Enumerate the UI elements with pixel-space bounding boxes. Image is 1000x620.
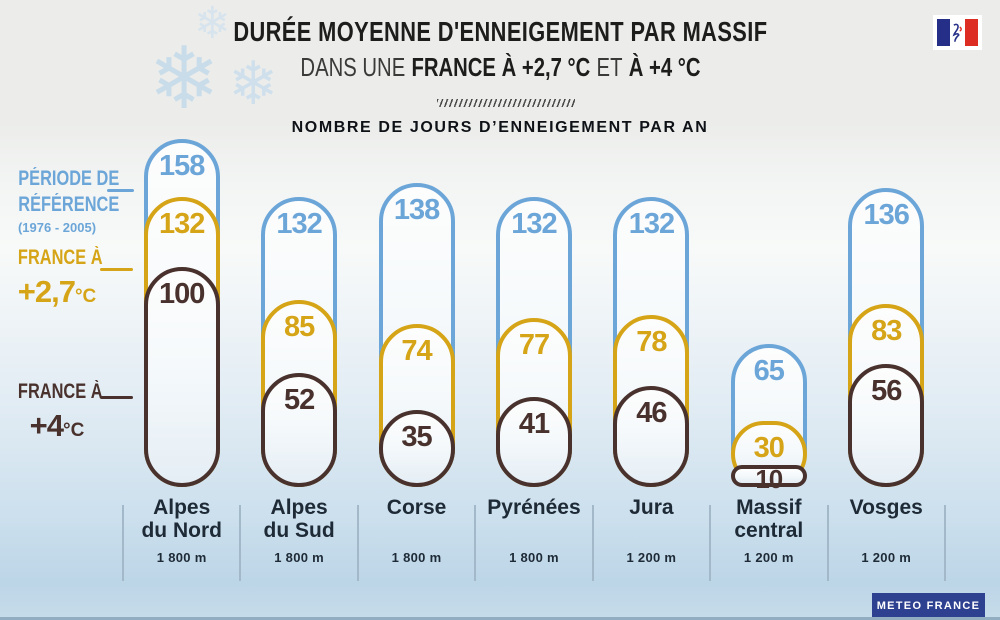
snowflake-icon: ❄ (228, 49, 279, 119)
page-title-line2: DANS UNE FRANCE À +2,7 °C ET À +4 °C (0, 52, 1000, 83)
massif-elevation: 1 200 m (861, 550, 912, 565)
massif-column: 136 83 56 Vosges 1 200 m (826, 140, 945, 600)
header: DURÉE MOYENNE D'ENNEIGEMENT PAR MASSIF D… (0, 16, 1000, 83)
title-bold-text: À +4 °C (628, 52, 701, 82)
massif-name: Alpes du Nord (141, 496, 222, 542)
meteo-france-logo: METEO FRANCE (872, 593, 985, 618)
bar-group: 158 132 100 (123, 139, 240, 487)
legend-plus4-value: +4 (29, 408, 64, 443)
legend-plus27: FRANCE À +2,7°C (6, 245, 108, 310)
legend-pointer-plus4 (100, 396, 133, 399)
snowflake-icon: ❄ (194, 0, 231, 49)
column-divider (591, 505, 594, 581)
bar-value: 30 (753, 432, 785, 464)
hatched-divider (437, 99, 575, 107)
massif-column: 138 74 35 Corse 1 800 m (356, 140, 475, 600)
bar-value: 46 (636, 397, 667, 429)
legend-reference-label: PÉRIODE DE (18, 167, 120, 190)
bar-plus4c: 100 (143, 267, 220, 487)
legend-plus27-value: +2,7 (17, 274, 76, 309)
bar-value: 85 (283, 311, 315, 343)
massif-column: 65 30 10 Massif central 1 200 m (709, 140, 827, 600)
bar-group: 132 85 52 (240, 140, 357, 487)
page-title-line1: DURÉE MOYENNE D'ENNEIGEMENT PAR MASSIF (232, 16, 768, 47)
massif-elevation: 1 800 m (156, 550, 207, 565)
bar-plus4c: 56 (848, 364, 925, 487)
french-government-logo (937, 19, 978, 46)
massif-name: Vosges (849, 496, 923, 519)
bar-value: 136 (863, 199, 910, 231)
bar-group: 132 78 46 (593, 140, 710, 487)
legend-plus4-label: FRANCE À (17, 380, 103, 403)
column-divider (122, 505, 124, 581)
bar-value: 132 (511, 208, 557, 240)
snowflake-icon: ❄ (148, 29, 221, 129)
massif-elevation: 1 800 m (509, 550, 559, 565)
bar-group: 138 74 35 (358, 140, 475, 487)
massif-elevation: 1 800 m (274, 550, 325, 565)
bar-value: 52 (283, 384, 315, 416)
chart-columns: 158 132 100 Alpes du Nord 1 800 m 132 85 52 Alpe… (122, 139, 946, 600)
column-divider (474, 505, 477, 581)
legend-reference: PÉRIODE DE RÉFÉRENCE (1976 - 2005) (4, 166, 119, 235)
massif-elevation: 1 200 m (626, 550, 677, 565)
bar-value: 65 (753, 355, 785, 387)
legend-pointer-reference (107, 189, 134, 192)
bar-value: 77 (518, 329, 550, 361)
massif-name: Alpes du Sud (263, 496, 335, 542)
massif-column: 158 132 100 Alpes du Nord 1 800 m (122, 139, 240, 600)
flag-red-stripe (965, 19, 978, 46)
bar-value: 132 (276, 208, 322, 240)
bar-value: 78 (636, 326, 667, 358)
massif-column: 132 78 46 Jura 1 200 m (591, 140, 710, 600)
bar-plus4c: 35 (378, 410, 455, 487)
bar-plus4c: 52 (261, 373, 338, 487)
massif-elevation: 1 200 m (743, 550, 794, 565)
legend-plus4: FRANCE À +4°C (6, 379, 108, 444)
bar-value: 41 (518, 408, 550, 440)
flag-blue-stripe (937, 19, 950, 46)
massif-column: 132 85 52 Alpes du Sud 1 800 m (239, 140, 357, 600)
bar-value: 35 (401, 421, 432, 453)
flag-white-stripe (949, 19, 966, 46)
legend-reference-period: (1976 - 2005) (17, 220, 97, 235)
bar-value: 83 (871, 315, 902, 347)
bar-value: 10 (755, 464, 783, 494)
bar-value: 56 (871, 375, 902, 407)
bar-value: 158 (159, 150, 205, 182)
title-bold-text: FRANCE À +2,7 °C (410, 52, 590, 82)
column-divider (356, 505, 359, 581)
bar-value: 100 (159, 278, 205, 310)
bar-plus4c: 41 (495, 397, 572, 487)
bar-value: 74 (401, 335, 432, 367)
bar-group: 132 77 41 (475, 140, 592, 487)
massif-elevation: 1 800 m (391, 550, 442, 565)
legend-plus27-unit: °C (74, 286, 97, 307)
column-divider (239, 505, 242, 581)
column-divider (826, 505, 829, 581)
legend-plus4-unit: °C (63, 420, 85, 441)
bar-value: 132 (628, 208, 675, 240)
legend-plus27-label: FRANCE À (17, 246, 103, 269)
column-divider (709, 505, 712, 581)
title-light-text: ET (596, 52, 622, 82)
bar-group: 136 83 56 (828, 140, 945, 487)
massif-name: Jura (629, 496, 674, 519)
legend-reference-label: RÉFÉRENCE (18, 193, 120, 216)
massif-column: 132 77 41 Pyrénées 1 800 m (474, 140, 592, 600)
massif-name: Corse (386, 496, 447, 519)
bar-value: 138 (393, 194, 440, 226)
title-light-text: DANS UNE (299, 52, 405, 82)
chart-subtitle: NOMBRE DE JOURS D’ENNEIGEMENT PAR AN (291, 119, 709, 136)
bar-group: 65 30 10 (710, 140, 827, 492)
marianne-icon (952, 23, 962, 42)
bar-plus4c: 46 (613, 386, 690, 487)
bar-plus4c: 10 (730, 465, 807, 492)
massif-name: Pyrénées (487, 496, 581, 519)
bar-value: 132 (159, 208, 205, 240)
massif-name: Massif central (734, 496, 804, 542)
legend-pointer-plus27 (100, 268, 133, 271)
